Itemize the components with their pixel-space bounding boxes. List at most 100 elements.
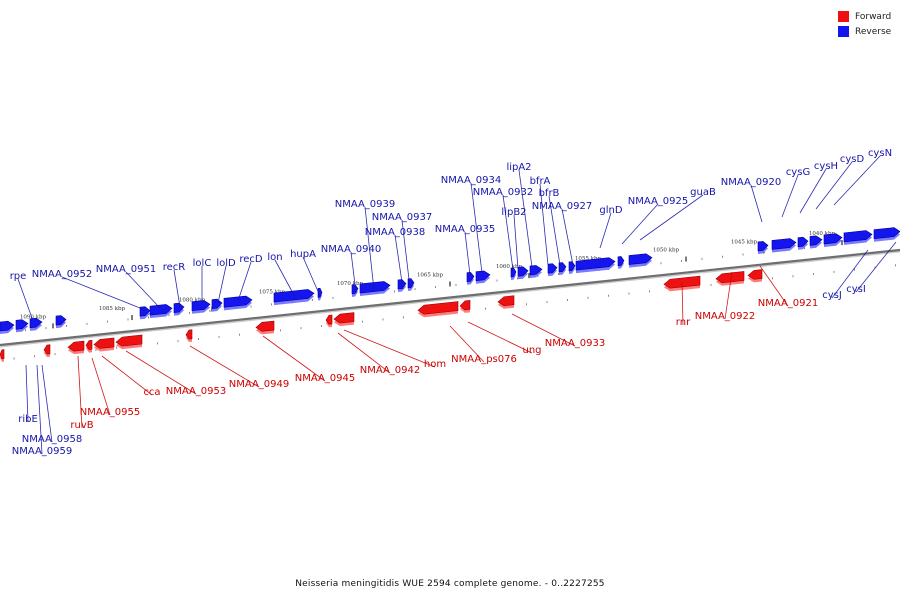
gene-label: NMAA_0942	[360, 365, 421, 376]
gene-label: NMAA_0955	[80, 407, 141, 418]
label-leader	[518, 169, 533, 268]
label-leader	[799, 168, 827, 214]
gene-label: rnr	[676, 317, 691, 328]
forward-gene	[333, 312, 355, 324]
forward-gene	[67, 340, 85, 352]
gene-label: NMAA_ps076	[451, 354, 517, 365]
reverse-gene	[843, 230, 873, 243]
label-leader	[750, 184, 763, 223]
forward-gene	[325, 314, 333, 325]
genome-axis	[0, 248, 900, 347]
gene-label: hom	[424, 359, 446, 370]
label-leader	[173, 269, 181, 308]
gene-label: NMAA_0939	[335, 199, 396, 210]
gene-label: cca	[143, 387, 160, 398]
scale-label: 1080 kbp	[179, 298, 206, 304]
reverse-gene	[771, 238, 797, 250]
gene-label: NMAA_0959	[12, 446, 73, 457]
label-leader	[262, 335, 326, 382]
label-leader	[621, 203, 659, 245]
reverse-gene	[359, 281, 391, 294]
forward-gene	[115, 334, 143, 347]
reverse-swatch	[838, 26, 849, 37]
label-leader	[350, 251, 357, 294]
forward-gene	[185, 329, 193, 340]
reverse-gene	[628, 253, 653, 265]
label-leader	[561, 208, 574, 266]
reverse-gene	[873, 227, 900, 240]
label-leader	[470, 182, 483, 274]
forward-gene	[93, 337, 115, 349]
gene-label: recR	[163, 262, 186, 273]
legend: Forward Reverse	[838, 9, 891, 39]
scale-label: 1055 kbp	[575, 256, 602, 262]
label-leader	[125, 271, 161, 309]
label-leader	[217, 265, 227, 304]
gene-label: NMAA_0937	[372, 212, 433, 223]
label-leader	[781, 174, 799, 218]
forward-gene	[747, 269, 763, 280]
gene-label: cysD	[840, 154, 865, 165]
gene-label: lipB2	[501, 207, 526, 218]
label-leader	[513, 214, 519, 270]
scale-label: 1085 kbp	[99, 306, 126, 312]
gene-label: NMAA_0951	[96, 264, 157, 275]
gene-label: NMAA_0934	[441, 175, 502, 186]
gene-label: NMAA_0949	[229, 379, 290, 390]
forward-swatch	[838, 11, 849, 22]
gene-label: cysN	[868, 148, 892, 159]
scale-label: 1045 kbp	[731, 239, 758, 245]
gene-label: lolD	[216, 258, 236, 269]
gene-label: hupA	[290, 249, 316, 260]
reverse-gene	[317, 287, 323, 298]
gene-label: lipA2	[506, 162, 531, 173]
label-leader	[101, 355, 153, 396]
label-leader	[401, 219, 411, 289]
reverse-gene	[517, 266, 529, 277]
gene-label: ruvB	[70, 420, 93, 431]
label-leader	[681, 281, 684, 326]
label-leader	[17, 278, 33, 319]
gene-label: guaB	[690, 187, 716, 198]
gene-label: cysJ	[822, 290, 842, 301]
label-leader	[237, 261, 252, 302]
label-leader	[502, 194, 514, 271]
label-leader	[364, 206, 375, 291]
reverse-gene	[29, 317, 43, 329]
gene-label: cysI	[846, 284, 866, 295]
scale-label: 1050 kbp	[653, 248, 680, 254]
label-leader	[91, 357, 111, 416]
reverse-gene	[15, 319, 29, 330]
genome-caption: Neisseria meningitidis WUE 2594 complete…	[295, 579, 605, 589]
gene-label: NMAA_0938	[365, 227, 426, 238]
reverse-gene	[617, 256, 625, 267]
forward-gene	[715, 271, 745, 284]
scale-label: 1090 kbp	[20, 315, 47, 321]
reverse-gene	[568, 261, 576, 272]
gene-label: cysH	[814, 161, 838, 172]
label-leader	[467, 321, 533, 354]
scale-label: 1065 kbp	[417, 273, 444, 279]
reverse-gene	[757, 241, 769, 252]
reverse-gene	[558, 262, 567, 273]
reverse-gene	[575, 257, 616, 271]
label-leader	[833, 155, 881, 206]
legend-reverse-label: Reverse	[855, 26, 892, 37]
label-leader	[125, 350, 197, 395]
label-leader	[759, 265, 789, 307]
reverse-gene	[0, 320, 15, 332]
gene-label: NMAA_0927	[532, 201, 593, 212]
gene-label: ung	[522, 345, 541, 356]
gene-label: bfrA	[530, 176, 551, 187]
gene-label: NMAA_0925	[628, 196, 689, 207]
reverse-gene	[823, 233, 843, 245]
label-leader	[274, 259, 296, 298]
reverse-gene	[149, 304, 173, 316]
gene-label: glnD	[599, 205, 622, 216]
gene-label: NMAA_0922	[695, 311, 756, 322]
legend-forward: Forward	[838, 9, 891, 24]
scale-label: 1040 kbp	[809, 231, 836, 237]
gene-label: NMAA_0935	[435, 224, 496, 235]
label-leader	[36, 364, 43, 455]
